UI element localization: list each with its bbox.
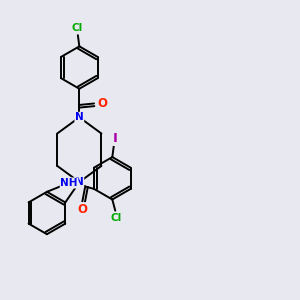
Text: N: N [75,177,84,187]
Text: N: N [75,112,84,122]
Text: Cl: Cl [110,213,122,223]
Text: O: O [77,203,87,216]
Text: NH: NH [60,178,78,188]
Text: Cl: Cl [72,23,83,33]
Text: O: O [97,97,107,110]
Text: I: I [113,132,118,145]
